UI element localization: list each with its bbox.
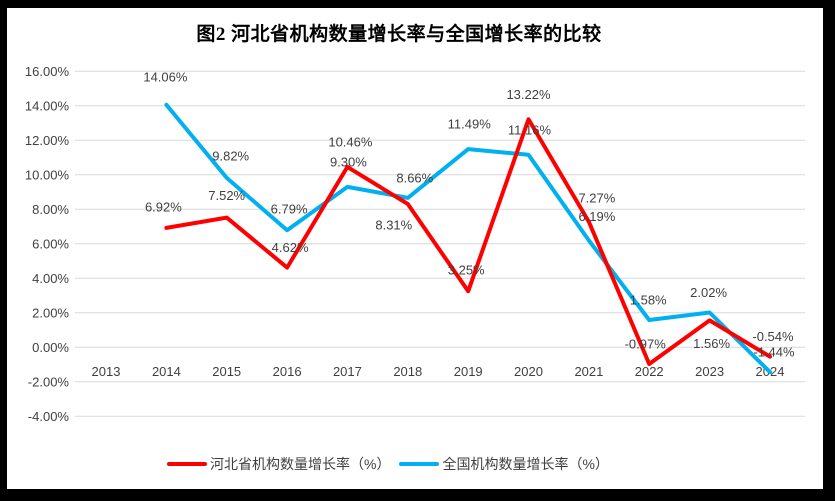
data-label-national: 2.02% (690, 285, 727, 300)
data-label-hebei: -0.97% (625, 337, 667, 352)
x-axis-tick-label: 2021 (574, 364, 603, 379)
data-label-hebei: 3.25% (448, 263, 485, 278)
y-axis-tick-label: 8.00% (32, 202, 69, 217)
data-label-hebei: 13.22% (506, 87, 551, 102)
x-axis-tick-label: 2014 (152, 364, 181, 379)
data-label-hebei: 6.92% (145, 199, 182, 214)
y-axis-tick-label: 0.00% (32, 340, 69, 355)
series-line-hebei (164, 117, 772, 366)
x-axis-tick-label: 2016 (273, 364, 302, 379)
y-axis-tick-label: 16.00% (25, 64, 70, 79)
legend-label-national: 全国机构数量增长率（%） (442, 456, 609, 472)
y-axis-tick-label: -2.00% (28, 374, 70, 389)
chart-legend: 河北省机构数量增长率（%） 全国机构数量增长率（%） (167, 454, 609, 474)
y-axis-tick-label: 4.00% (32, 271, 69, 286)
legend-item-national: 全国机构数量增长率（%） (399, 454, 609, 474)
data-label-hebei: 7.52% (208, 188, 245, 203)
data-label-national: 11.49% (448, 117, 492, 132)
data-label-hebei: 10.46% (328, 134, 373, 149)
series-line-national (164, 102, 772, 375)
data-label-national: 1.58% (630, 293, 667, 308)
x-axis-tick-label: 2022 (635, 364, 664, 379)
x-axis-tick-label: 2019 (454, 364, 483, 379)
y-axis-tick-label: -4.00% (28, 409, 70, 424)
data-label-national: 14.06% (143, 69, 188, 84)
chart-canvas: 16.00% 14.00% 12.00% 10.00% 8.00% 6.00% 4.00% 2… (25, 64, 805, 424)
y-axis-tick-label: 12.00% (25, 133, 70, 148)
legend-label-hebei: 河北省机构数量增长率（%） (210, 456, 391, 472)
data-label-hebei: 4.62% (272, 240, 309, 255)
data-label-national: -1.44% (753, 345, 795, 360)
y-axis-tick-label: 2.00% (32, 305, 69, 320)
data-label-national: 8.66% (396, 170, 433, 185)
y-axis-tick-label: 14.00% (25, 98, 70, 113)
chart-title: 图2 河北省机构数量增长率与全国增长率的比较 (196, 24, 602, 45)
legend-line-swatch-hebei (167, 462, 207, 466)
data-label-hebei: 8.31% (375, 218, 412, 233)
chart-area: 图2 河北省机构数量增长率与全国增长率的比较 16.00% 14.00% 12.00… (7, 8, 823, 489)
x-axis-tick-label: 2017 (333, 364, 362, 379)
x-axis-tick-label: 2023 (695, 364, 724, 379)
data-label-national: 9.82% (212, 148, 249, 163)
y-axis-tick-label: 6.00% (32, 236, 69, 251)
x-axis-tick-label: 2013 (92, 364, 121, 379)
data-label-national: 6.79% (271, 202, 308, 217)
x-axis-tick-label: 2018 (393, 364, 422, 379)
data-label-national: 6.19% (578, 209, 615, 224)
data-label-national: 11.16% (508, 122, 552, 137)
data-label-hebei: 1.56% (693, 336, 730, 351)
y-axis-tick-label: 10.00% (25, 167, 70, 182)
x-axis-tick-label: 2015 (212, 364, 241, 379)
data-label-hebei: 7.27% (578, 190, 615, 205)
data-label-national: 9.30% (330, 154, 367, 169)
x-axis-tick-label: 2020 (514, 364, 543, 379)
data-label-hebei: -0.54% (752, 329, 794, 344)
legend-item-hebei: 河北省机构数量增长率（%） (167, 454, 390, 474)
legend-line-swatch-national (399, 462, 440, 466)
